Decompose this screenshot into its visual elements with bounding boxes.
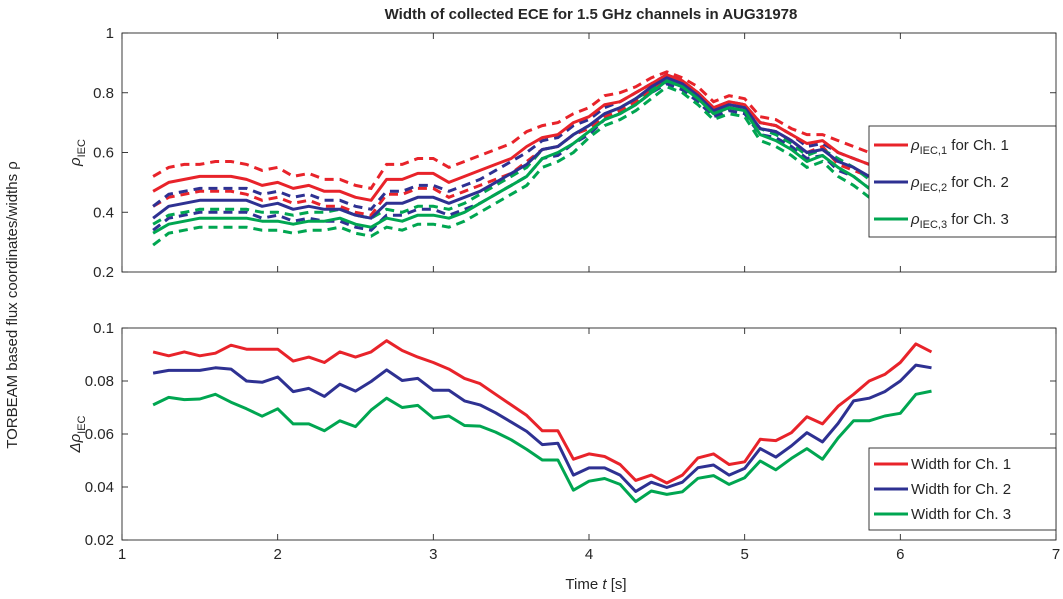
series-line xyxy=(152,339,933,485)
series-line xyxy=(152,389,932,504)
series-upper-bound xyxy=(152,70,932,191)
x-tick-label: 7 xyxy=(1052,546,1060,563)
y-axis-label-sub: IEC xyxy=(76,415,88,433)
y-tick-label: 0.8 xyxy=(93,85,114,102)
y-axis-label-main: ρ xyxy=(67,157,84,167)
legend-label-suffix: for Ch. 2 xyxy=(947,174,1009,191)
legend-label-suffix: for Ch. 1 xyxy=(947,137,1009,154)
shared-y-axis-label: TORBEAM based flux coordinates/widths ρ xyxy=(4,161,21,449)
x-tick-label: 2 xyxy=(273,546,281,563)
y-axis-label: ΔρIEC xyxy=(67,415,88,453)
series-line xyxy=(152,73,932,202)
y-axis-label-main: Δρ xyxy=(67,433,84,453)
series-lower-bound xyxy=(152,85,932,247)
legend-label-sub: IEC,2 xyxy=(920,182,948,194)
y-tick-label: 0.02 xyxy=(85,532,114,549)
legend-label: ρIEC,1 for Ch. 1 xyxy=(910,137,1009,157)
y-tick-label: 0.2 xyxy=(93,264,114,281)
legend-label-suffix: for Ch. 3 xyxy=(947,211,1009,228)
legend-label-sub: IEC,1 xyxy=(920,145,948,157)
x-tick-label: 1 xyxy=(118,546,126,563)
y-tick-label: 0.6 xyxy=(93,145,114,162)
x-axis-label-var: t xyxy=(602,576,607,593)
y-axis-label-sub: IEC xyxy=(76,139,88,157)
legend-label: Width for Ch. 1 xyxy=(911,456,1011,473)
y-tick-label: 0.08 xyxy=(85,373,114,390)
x-axis-label-suffix: [s] xyxy=(607,576,627,593)
series-upper-bound xyxy=(152,76,932,226)
x-tick-label: 6 xyxy=(896,546,904,563)
y-tick-label: 0.1 xyxy=(93,320,114,337)
legend-label: ρIEC,2 for Ch. 2 xyxy=(910,174,1009,194)
series-group xyxy=(152,339,933,504)
legend-label: ρIEC,3 for Ch. 3 xyxy=(910,211,1009,231)
chart-title: Width of collected ECE for 1.5 GHz chann… xyxy=(385,6,798,23)
x-tick-label: 4 xyxy=(585,546,593,563)
bottom-panel: 0.02 0.04 0.06 0.08 0.1 1 2 3 4 5 6 7 ΔρIEC Width for… xyxy=(67,320,1060,563)
legend-label-sub: IEC,3 xyxy=(920,219,948,231)
legend-label: Width for Ch. 2 xyxy=(911,481,1011,498)
legend-label: Width for Ch. 3 xyxy=(911,506,1011,523)
series-line xyxy=(152,363,932,493)
legend-label-main: ρ xyxy=(910,174,920,191)
y-tick-label: 1 xyxy=(106,25,114,42)
series-group xyxy=(152,70,932,247)
legend-label-main: ρ xyxy=(910,211,920,228)
series-line xyxy=(152,79,932,235)
y-tick-label: 0.04 xyxy=(85,479,114,496)
series-upper-bound xyxy=(152,73,932,211)
y-tick-label: 0.4 xyxy=(93,204,114,221)
x-axis-label-prefix: Time xyxy=(565,576,602,593)
x-tick-label: 3 xyxy=(429,546,437,563)
y-tick-label: 0.06 xyxy=(85,426,114,443)
series-line xyxy=(152,76,932,220)
x-tick-label: 5 xyxy=(740,546,748,563)
y-axis-label: ρIEC xyxy=(67,139,88,167)
legend: Width for Ch. 1 Width for Ch. 2 Width for … xyxy=(868,447,1057,531)
x-axis-label: Time t [s] xyxy=(565,576,626,593)
legend-label-main: ρ xyxy=(910,137,920,154)
